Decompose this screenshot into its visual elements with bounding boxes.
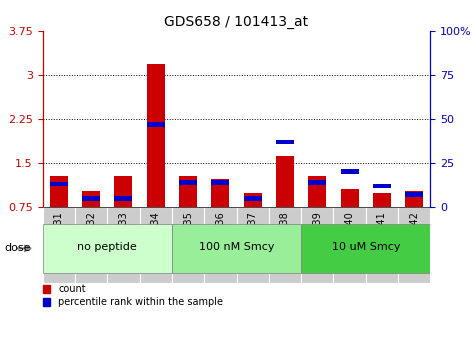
Bar xyxy=(301,224,430,273)
Bar xyxy=(147,65,165,207)
Text: 10 uM Smcy: 10 uM Smcy xyxy=(332,242,400,252)
Bar xyxy=(172,224,301,273)
Bar xyxy=(147,122,165,127)
Bar xyxy=(301,207,333,283)
Bar xyxy=(211,179,229,207)
Bar xyxy=(82,196,100,200)
Text: GSM18341: GSM18341 xyxy=(377,211,387,264)
Bar xyxy=(308,180,326,185)
Text: GSM18332: GSM18332 xyxy=(86,211,96,264)
Text: GSM18333: GSM18333 xyxy=(118,211,128,264)
Text: GSM18337: GSM18337 xyxy=(248,211,258,264)
Legend: count, percentile rank within the sample: count, percentile rank within the sample xyxy=(43,284,223,307)
Bar xyxy=(373,184,391,188)
Bar xyxy=(333,207,366,283)
Bar xyxy=(43,207,75,283)
Bar xyxy=(204,207,236,283)
Text: GSM18338: GSM18338 xyxy=(280,211,290,264)
Bar xyxy=(179,180,197,185)
Bar xyxy=(308,176,326,207)
Bar xyxy=(107,207,140,283)
Bar xyxy=(114,176,132,207)
Bar xyxy=(366,207,398,283)
Bar xyxy=(43,224,172,273)
Bar xyxy=(398,207,430,283)
Bar xyxy=(172,207,204,283)
Bar xyxy=(244,193,262,207)
Bar xyxy=(82,191,100,207)
Text: dose: dose xyxy=(5,244,31,253)
Text: GSM18331: GSM18331 xyxy=(54,211,64,264)
Bar xyxy=(179,176,197,207)
Bar xyxy=(114,196,132,200)
Bar xyxy=(269,207,301,283)
Text: GSM18340: GSM18340 xyxy=(345,211,355,264)
Bar xyxy=(276,139,294,144)
Bar xyxy=(50,176,68,207)
Text: GSM18335: GSM18335 xyxy=(183,211,193,264)
Text: GSM18342: GSM18342 xyxy=(409,211,419,264)
Bar xyxy=(75,207,107,283)
Bar xyxy=(373,193,391,207)
Text: GSM18336: GSM18336 xyxy=(215,211,225,264)
Text: GSM18334: GSM18334 xyxy=(151,211,161,264)
Text: 100 nM Smcy: 100 nM Smcy xyxy=(199,242,274,252)
Bar xyxy=(405,193,423,197)
Bar xyxy=(140,207,172,283)
Bar xyxy=(341,189,359,207)
Bar xyxy=(405,191,423,207)
Bar xyxy=(236,207,269,283)
Bar xyxy=(276,156,294,207)
Bar xyxy=(50,182,68,186)
Bar xyxy=(341,169,359,174)
Title: GDS658 / 101413_at: GDS658 / 101413_at xyxy=(165,14,308,29)
Text: no peptide: no peptide xyxy=(78,242,137,252)
Bar xyxy=(211,180,229,185)
Text: GSM18339: GSM18339 xyxy=(312,211,322,264)
Bar xyxy=(244,196,262,200)
